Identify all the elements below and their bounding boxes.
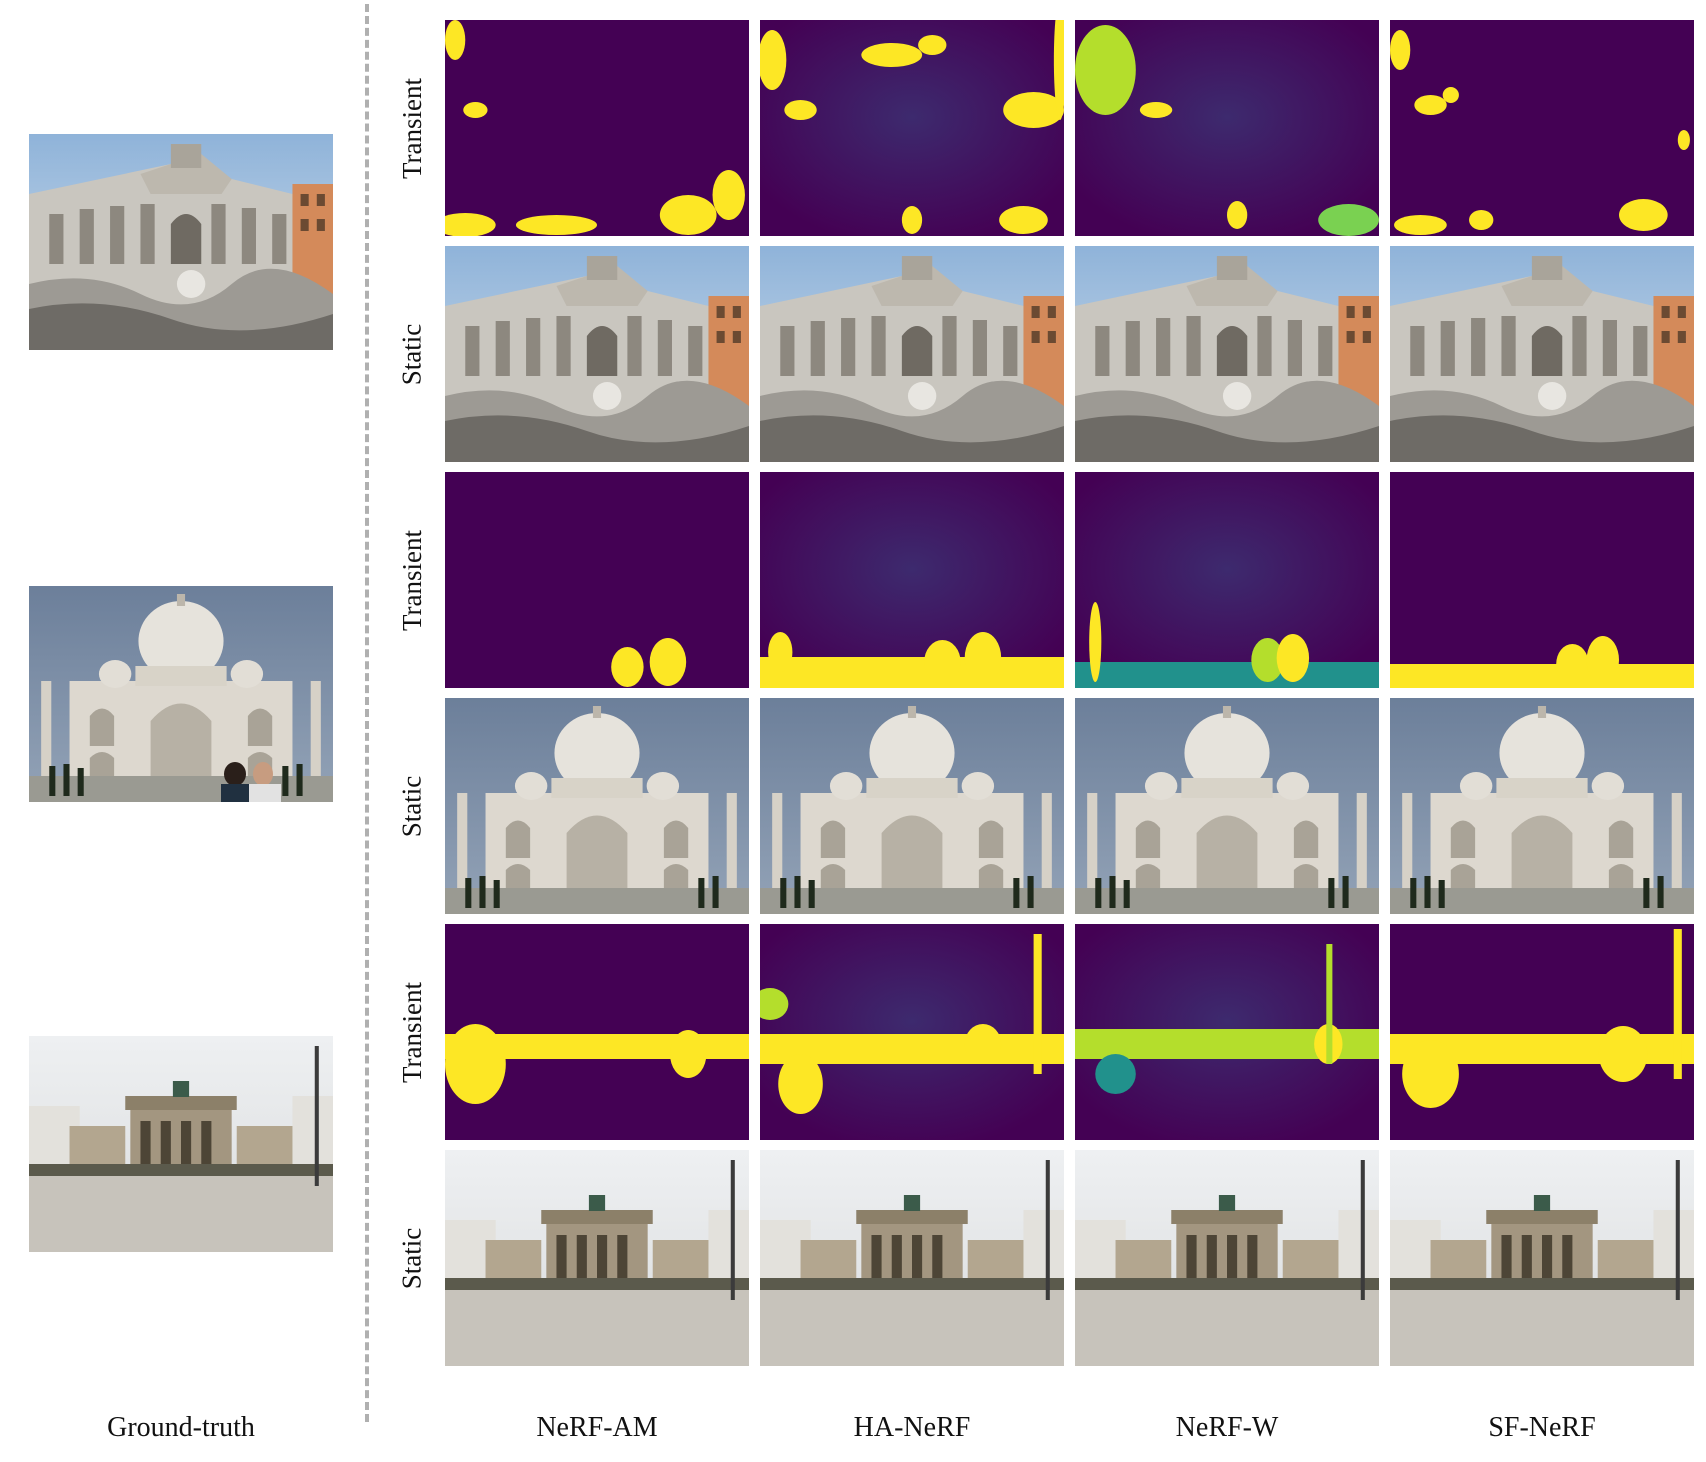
row-label-taj-static: Static <box>396 775 427 837</box>
ground-truth-trevi <box>29 134 333 350</box>
ha-nerf-brandenburg-transient-image <box>760 924 1064 1140</box>
nerf-am-taj-mahal-static-image <box>445 698 749 914</box>
ha-nerf-trevi-static-image <box>760 246 1064 462</box>
ha-nerf-taj-mahal-transient-image <box>760 472 1064 688</box>
nerf-w-trevi-transient-image <box>1075 20 1379 236</box>
row-label-taj-transient: Transient <box>396 529 427 631</box>
nerf-am-trevi-static-image <box>445 246 749 462</box>
nerf-am-brandenburg-static-image <box>445 1150 749 1366</box>
sf-nerf-brandenburg-static-image <box>1390 1150 1694 1366</box>
ha-nerf-brandenburg-static-image <box>760 1150 1064 1366</box>
nerf-am-taj-mahal-transient-image <box>445 472 749 688</box>
ha-nerf-taj-mahal-static-image <box>760 698 1064 914</box>
row-label-brandenburg-transient: Transient <box>396 981 427 1083</box>
column-label-sf-nerf: SF-NeRF <box>1488 1412 1596 1443</box>
row-label-brandenburg-static: Static <box>396 1227 427 1289</box>
sf-nerf-brandenburg-transient-image <box>1390 924 1694 1140</box>
ground-truth-taj-mahal <box>29 586 333 802</box>
ha-nerf-trevi-transient-image <box>760 20 1064 236</box>
column-label-nerf-am: NeRF-AM <box>536 1412 658 1443</box>
nerf-w-taj-mahal-static-image <box>1075 698 1379 914</box>
sf-nerf-trevi-static-image <box>1390 246 1694 462</box>
column-label-nerf-w: NeRF-W <box>1175 1412 1279 1443</box>
row-label-trevi-static: Static <box>396 323 427 385</box>
dashed-divider <box>365 4 369 1422</box>
row-label-trevi-transient: Transient <box>396 77 427 179</box>
nerf-w-brandenburg-static-image <box>1075 1150 1379 1366</box>
ground-truth-brandenburg <box>29 1036 333 1252</box>
sf-nerf-taj-mahal-transient-image <box>1390 472 1694 688</box>
sf-nerf-trevi-transient-image <box>1390 20 1694 236</box>
nerf-am-trevi-transient-image <box>445 20 749 236</box>
ground-truth-taj-people <box>195 760 305 802</box>
nerf-w-brandenburg-transient-image <box>1075 924 1379 1140</box>
column-label-ha-nerf: HA-NeRF <box>853 1412 971 1443</box>
sf-nerf-taj-mahal-static-image <box>1390 698 1694 914</box>
nerf-am-brandenburg-transient-image <box>445 924 749 1140</box>
nerf-w-trevi-static-image <box>1075 246 1379 462</box>
column-label-ground-truth: Ground-truth <box>107 1412 255 1443</box>
nerf-w-taj-mahal-transient-image <box>1075 472 1379 688</box>
